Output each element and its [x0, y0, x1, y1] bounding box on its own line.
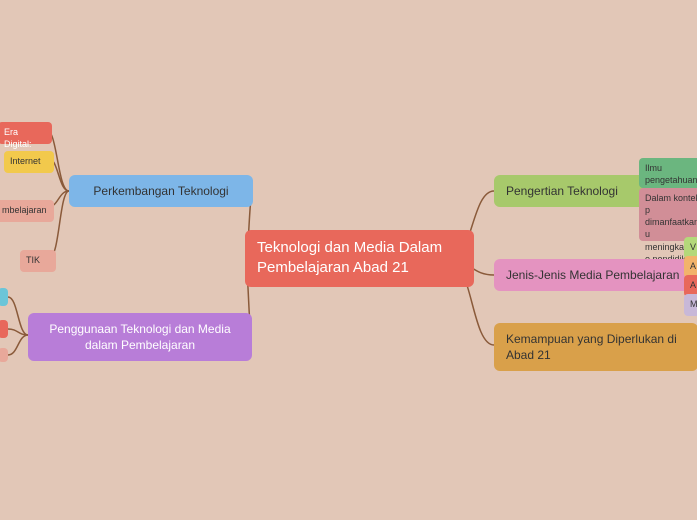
branch-perkembangan[interactable]: Perkembangan Teknologi [69, 175, 253, 207]
branch-kemampuan[interactable]: Kemampuan yang Diperlukan di Abad 21 [494, 323, 697, 371]
leaf-perkembangan-0[interactable]: Era Digital: [0, 122, 52, 144]
center-topic[interactable]: Teknologi dan Media Dalam Pembelajaran A… [245, 230, 474, 287]
edge-strip-0 [0, 288, 8, 306]
branch-penggunaan[interactable]: Penggunaan Teknologi dan Media dalam Pem… [28, 313, 252, 361]
edge-strip-1 [0, 320, 8, 338]
edge-strip-2 [0, 348, 8, 362]
leaf-pengertian-1[interactable]: Dalam konteks p dimanfaatkan u meningkat… [639, 188, 697, 241]
leaf-perkembangan-2[interactable]: mbelajaran [0, 200, 54, 222]
branch-jenis[interactable]: Jenis-Jenis Media Pembelajaran [494, 259, 697, 291]
leaf-perkembangan-3[interactable]: TIK [20, 250, 56, 272]
leaf-pengertian-0[interactable]: Ilmu pengetahuan mengembangka [639, 158, 697, 188]
leaf-perkembangan-1[interactable]: Internet [4, 151, 54, 173]
leaf-jenis-3[interactable]: M [684, 294, 697, 316]
